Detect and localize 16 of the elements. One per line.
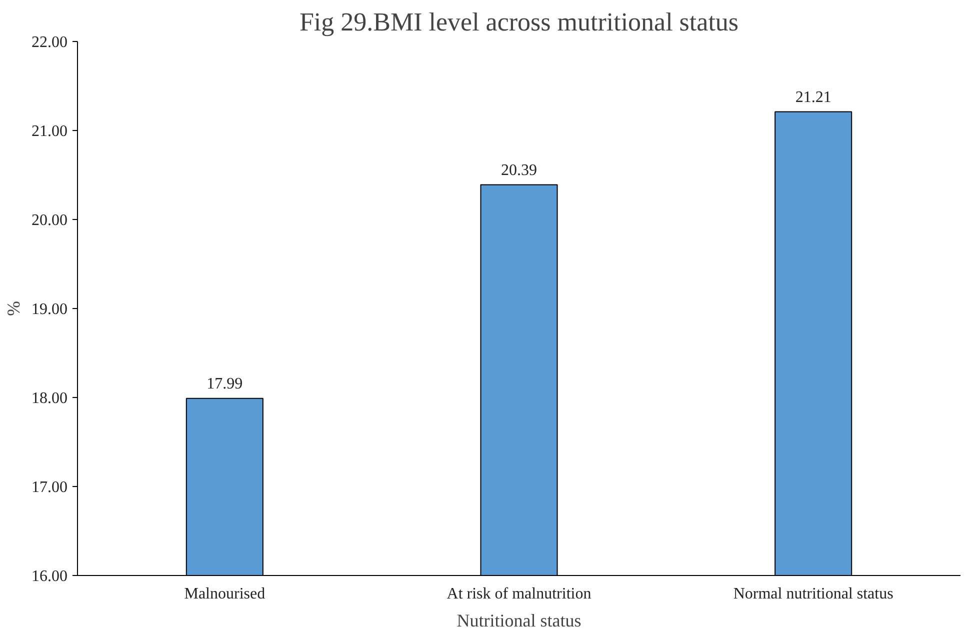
y-tick-label: 18.00 <box>32 390 68 407</box>
data-label: 17.99 <box>206 375 243 392</box>
y-axis-title: % <box>4 300 24 316</box>
y-tick-label: 17.00 <box>32 479 68 496</box>
chart-title: Fig 29.BMI level across mutritional status <box>299 8 739 36</box>
y-tick-label: 19.00 <box>32 301 68 318</box>
y-tick-label: 16.00 <box>32 568 68 585</box>
data-label: 21.21 <box>795 88 832 106</box>
y-tick-label: 20.00 <box>32 212 68 229</box>
x-tick-label: Malnourised <box>184 586 266 602</box>
y-tick-label: 21.00 <box>32 123 68 140</box>
y-tick-label: 22.00 <box>32 34 68 51</box>
x-tick-label: Normal nutritional status <box>733 586 894 602</box>
data-label: 20.39 <box>501 162 537 179</box>
x-tick-label: At risk of malnutrition <box>446 586 592 602</box>
x-axis-title: Nutritional status <box>456 610 582 630</box>
